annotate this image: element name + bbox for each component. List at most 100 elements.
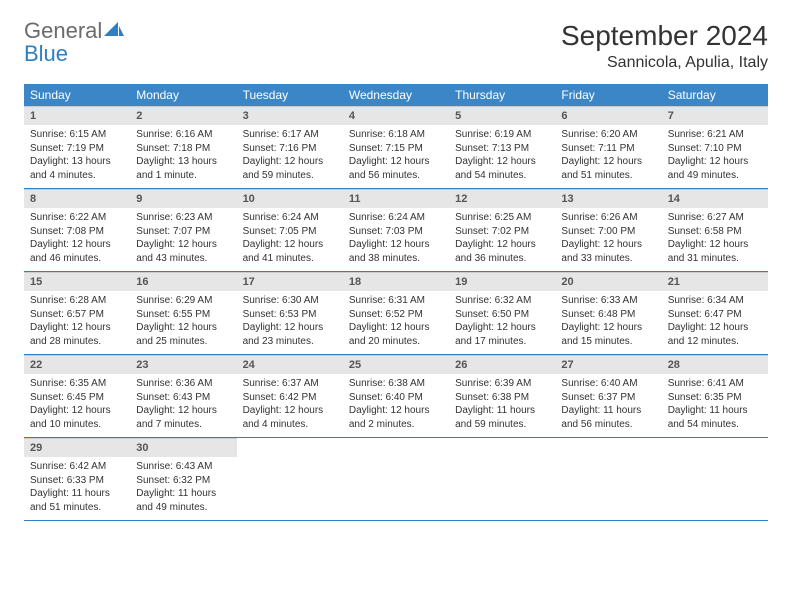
- day-number: 10: [237, 189, 343, 208]
- day-number: 17: [237, 272, 343, 291]
- day-details: Sunrise: 6:36 AMSunset: 6:43 PMDaylight:…: [130, 374, 236, 437]
- weekday-header: Sunday: [24, 84, 130, 106]
- weekday-header-row: SundayMondayTuesdayWednesdayThursdayFrid…: [24, 84, 768, 106]
- day-details: Sunrise: 6:17 AMSunset: 7:16 PMDaylight:…: [237, 125, 343, 188]
- calendar-week-row: 1Sunrise: 6:15 AMSunset: 7:19 PMDaylight…: [24, 106, 768, 189]
- day-details: Sunrise: 6:15 AMSunset: 7:19 PMDaylight:…: [24, 125, 130, 188]
- day-details: Sunrise: 6:22 AMSunset: 7:08 PMDaylight:…: [24, 208, 130, 271]
- calendar-cell: 9Sunrise: 6:23 AMSunset: 7:07 PMDaylight…: [130, 189, 236, 272]
- calendar-cell: 10Sunrise: 6:24 AMSunset: 7:05 PMDayligh…: [237, 189, 343, 272]
- calendar-cell: .: [449, 438, 555, 521]
- weekday-header: Thursday: [449, 84, 555, 106]
- day-number: 13: [555, 189, 661, 208]
- calendar-cell: 19Sunrise: 6:32 AMSunset: 6:50 PMDayligh…: [449, 272, 555, 355]
- calendar-cell: 13Sunrise: 6:26 AMSunset: 7:00 PMDayligh…: [555, 189, 661, 272]
- logo: General Blue: [24, 20, 124, 66]
- location: Sannicola, Apulia, Italy: [561, 54, 768, 72]
- calendar-cell: 4Sunrise: 6:18 AMSunset: 7:15 PMDaylight…: [343, 106, 449, 189]
- calendar-cell: .: [555, 438, 661, 521]
- calendar-cell: 29Sunrise: 6:42 AMSunset: 6:33 PMDayligh…: [24, 438, 130, 521]
- calendar-cell: 6Sunrise: 6:20 AMSunset: 7:11 PMDaylight…: [555, 106, 661, 189]
- day-number: 6: [555, 106, 661, 125]
- day-number: 21: [662, 272, 768, 291]
- day-number: 18: [343, 272, 449, 291]
- day-details: Sunrise: 6:32 AMSunset: 6:50 PMDaylight:…: [449, 291, 555, 354]
- day-details: Sunrise: 6:30 AMSunset: 6:53 PMDaylight:…: [237, 291, 343, 354]
- day-details: Sunrise: 6:42 AMSunset: 6:33 PMDaylight:…: [24, 457, 130, 520]
- calendar-cell: 1Sunrise: 6:15 AMSunset: 7:19 PMDaylight…: [24, 106, 130, 189]
- day-number: 22: [24, 355, 130, 374]
- weekday-header: Saturday: [662, 84, 768, 106]
- calendar-cell: 5Sunrise: 6:19 AMSunset: 7:13 PMDaylight…: [449, 106, 555, 189]
- calendar-cell: 12Sunrise: 6:25 AMSunset: 7:02 PMDayligh…: [449, 189, 555, 272]
- day-number: 23: [130, 355, 236, 374]
- day-number: 26: [449, 355, 555, 374]
- logo-word1: General: [24, 18, 102, 43]
- day-details: Sunrise: 6:29 AMSunset: 6:55 PMDaylight:…: [130, 291, 236, 354]
- calendar-cell: 11Sunrise: 6:24 AMSunset: 7:03 PMDayligh…: [343, 189, 449, 272]
- header: General Blue September 2024 Sannicola, A…: [24, 20, 768, 72]
- calendar-cell: 20Sunrise: 6:33 AMSunset: 6:48 PMDayligh…: [555, 272, 661, 355]
- calendar-cell: 16Sunrise: 6:29 AMSunset: 6:55 PMDayligh…: [130, 272, 236, 355]
- month-title: September 2024: [561, 20, 768, 52]
- day-details: Sunrise: 6:41 AMSunset: 6:35 PMDaylight:…: [662, 374, 768, 437]
- calendar-cell: 18Sunrise: 6:31 AMSunset: 6:52 PMDayligh…: [343, 272, 449, 355]
- day-details: Sunrise: 6:19 AMSunset: 7:13 PMDaylight:…: [449, 125, 555, 188]
- day-number: 12: [449, 189, 555, 208]
- calendar-cell: 21Sunrise: 6:34 AMSunset: 6:47 PMDayligh…: [662, 272, 768, 355]
- day-number: 3: [237, 106, 343, 125]
- day-details: Sunrise: 6:39 AMSunset: 6:38 PMDaylight:…: [449, 374, 555, 437]
- day-number: 29: [24, 438, 130, 457]
- day-details: Sunrise: 6:35 AMSunset: 6:45 PMDaylight:…: [24, 374, 130, 437]
- calendar-week-row: 22Sunrise: 6:35 AMSunset: 6:45 PMDayligh…: [24, 355, 768, 438]
- day-number: 5: [449, 106, 555, 125]
- calendar-cell: 30Sunrise: 6:43 AMSunset: 6:32 PMDayligh…: [130, 438, 236, 521]
- calendar-cell: 28Sunrise: 6:41 AMSunset: 6:35 PMDayligh…: [662, 355, 768, 438]
- day-details: Sunrise: 6:34 AMSunset: 6:47 PMDaylight:…: [662, 291, 768, 354]
- day-details: Sunrise: 6:40 AMSunset: 6:37 PMDaylight:…: [555, 374, 661, 437]
- calendar-cell: 2Sunrise: 6:16 AMSunset: 7:18 PMDaylight…: [130, 106, 236, 189]
- calendar-cell: .: [662, 438, 768, 521]
- day-details: Sunrise: 6:18 AMSunset: 7:15 PMDaylight:…: [343, 125, 449, 188]
- day-number: 24: [237, 355, 343, 374]
- day-details: Sunrise: 6:16 AMSunset: 7:18 PMDaylight:…: [130, 125, 236, 188]
- calendar-cell: 15Sunrise: 6:28 AMSunset: 6:57 PMDayligh…: [24, 272, 130, 355]
- day-details: Sunrise: 6:31 AMSunset: 6:52 PMDaylight:…: [343, 291, 449, 354]
- calendar-cell: .: [343, 438, 449, 521]
- day-number: 4: [343, 106, 449, 125]
- day-details: Sunrise: 6:24 AMSunset: 7:05 PMDaylight:…: [237, 208, 343, 271]
- weekday-header: Tuesday: [237, 84, 343, 106]
- calendar-week-row: 8Sunrise: 6:22 AMSunset: 7:08 PMDaylight…: [24, 189, 768, 272]
- day-details: Sunrise: 6:38 AMSunset: 6:40 PMDaylight:…: [343, 374, 449, 437]
- day-details: Sunrise: 6:37 AMSunset: 6:42 PMDaylight:…: [237, 374, 343, 437]
- day-number: 30: [130, 438, 236, 457]
- weekday-header: Wednesday: [343, 84, 449, 106]
- logo-sail-icon: [104, 20, 124, 43]
- calendar-cell: 24Sunrise: 6:37 AMSunset: 6:42 PMDayligh…: [237, 355, 343, 438]
- day-number: 27: [555, 355, 661, 374]
- calendar-cell: 23Sunrise: 6:36 AMSunset: 6:43 PMDayligh…: [130, 355, 236, 438]
- day-details: Sunrise: 6:27 AMSunset: 6:58 PMDaylight:…: [662, 208, 768, 271]
- calendar-cell: 27Sunrise: 6:40 AMSunset: 6:37 PMDayligh…: [555, 355, 661, 438]
- day-details: Sunrise: 6:20 AMSunset: 7:11 PMDaylight:…: [555, 125, 661, 188]
- day-details: Sunrise: 6:43 AMSunset: 6:32 PMDaylight:…: [130, 457, 236, 520]
- day-details: Sunrise: 6:28 AMSunset: 6:57 PMDaylight:…: [24, 291, 130, 354]
- day-number: 16: [130, 272, 236, 291]
- calendar-cell: 7Sunrise: 6:21 AMSunset: 7:10 PMDaylight…: [662, 106, 768, 189]
- weekday-header: Friday: [555, 84, 661, 106]
- calendar-week-row: 29Sunrise: 6:42 AMSunset: 6:33 PMDayligh…: [24, 438, 768, 521]
- day-number: 20: [555, 272, 661, 291]
- calendar-body: 1Sunrise: 6:15 AMSunset: 7:19 PMDaylight…: [24, 106, 768, 521]
- calendar-week-row: 15Sunrise: 6:28 AMSunset: 6:57 PMDayligh…: [24, 272, 768, 355]
- day-number: 1: [24, 106, 130, 125]
- day-number: 9: [130, 189, 236, 208]
- calendar-cell: 8Sunrise: 6:22 AMSunset: 7:08 PMDaylight…: [24, 189, 130, 272]
- calendar-cell: 3Sunrise: 6:17 AMSunset: 7:16 PMDaylight…: [237, 106, 343, 189]
- day-number: 7: [662, 106, 768, 125]
- day-number: 14: [662, 189, 768, 208]
- day-number: 8: [24, 189, 130, 208]
- weekday-header: Monday: [130, 84, 236, 106]
- day-number: 15: [24, 272, 130, 291]
- day-number: 19: [449, 272, 555, 291]
- calendar-cell: 17Sunrise: 6:30 AMSunset: 6:53 PMDayligh…: [237, 272, 343, 355]
